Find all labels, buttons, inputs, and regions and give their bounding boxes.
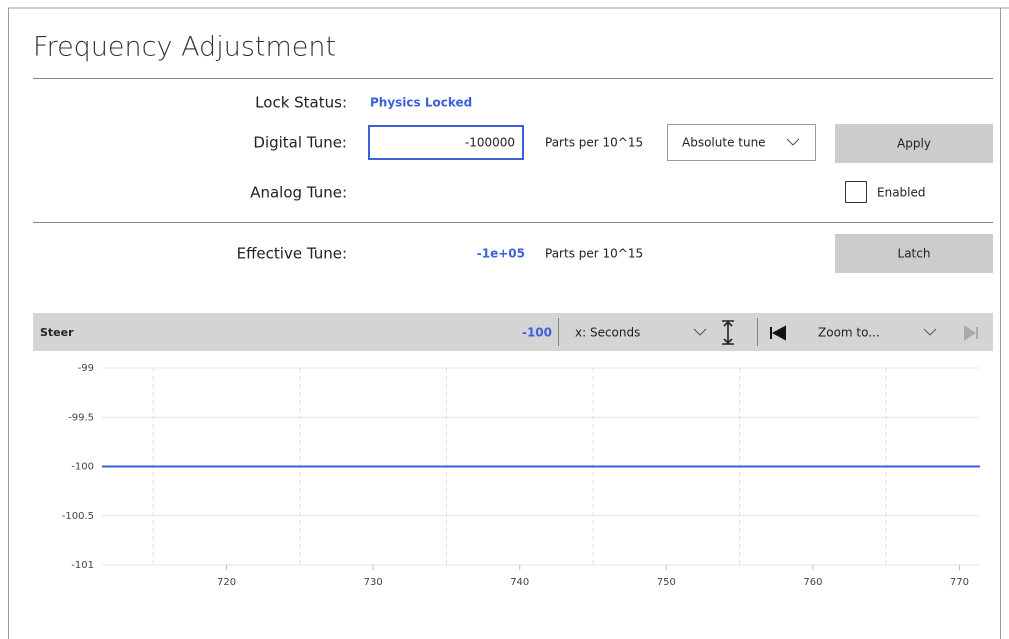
enabled-checkbox[interactable] <box>845 181 867 203</box>
analog-tune-label: Analog Tune: <box>250 184 347 202</box>
lock-status-label: Lock Status: <box>255 94 347 112</box>
apply-button[interactable] <box>835 124 993 163</box>
mode-dropdown-text: Absolute tune <box>682 136 766 150</box>
digital-tune-label: Digital Tune: <box>253 134 347 152</box>
x-axis-mode[interactable]: x: Seconds <box>575 326 640 340</box>
y-tick-label: -99.5 <box>68 412 94 423</box>
go-end-icon[interactable] <box>964 325 978 341</box>
dropdown-chevron <box>786 138 800 146</box>
lock-status-value: Physics Locked <box>370 96 472 110</box>
x-tick-label: 750 <box>657 577 676 588</box>
autoscale-icon[interactable] <box>722 320 734 345</box>
x-tick-label: 770 <box>950 577 969 588</box>
digital-tune-input-text: -100000 <box>465 136 515 150</box>
x-tick-label: 730 <box>364 577 383 588</box>
effective-tune-label: Effective Tune: <box>237 245 347 263</box>
plot: -99 -99.5 -100 -100.5 -101 720 730 740 750 760 770 <box>62 363 980 588</box>
x-tick-label: 760 <box>803 577 822 588</box>
apply-button-text: Apply <box>897 137 931 151</box>
effective-tune-unit: Parts per 10^15 <box>545 247 643 261</box>
latch-button[interactable] <box>835 234 993 273</box>
chart-title: Steer <box>40 326 74 339</box>
dropdown-chevron <box>923 328 937 336</box>
x-tick-label: 740 <box>510 577 529 588</box>
go-start-icon[interactable] <box>770 325 786 341</box>
current-value: -100 <box>522 326 552 340</box>
x-tick-label: 720 <box>217 577 236 588</box>
dropdown-chevron <box>693 328 707 336</box>
chart-toolbar <box>33 313 993 351</box>
digital-tune-input[interactable] <box>368 125 524 160</box>
y-tick-label: -99 <box>78 363 94 374</box>
y-tick-label: -100.5 <box>62 511 94 522</box>
y-tick-label: -101 <box>71 560 94 571</box>
enabled-checkbox-text: Enabled <box>877 186 926 200</box>
zoom-dropdown[interactable]: Zoom to... <box>818 326 880 340</box>
page-title: Frequency Adjustment <box>33 32 336 63</box>
effective-tune-value: -1e+05 <box>477 247 525 261</box>
digital-tune-unit: Parts per 10^15 <box>545 136 643 150</box>
latch-button-text: Latch <box>898 247 931 261</box>
y-tick-label: -100 <box>71 462 94 473</box>
